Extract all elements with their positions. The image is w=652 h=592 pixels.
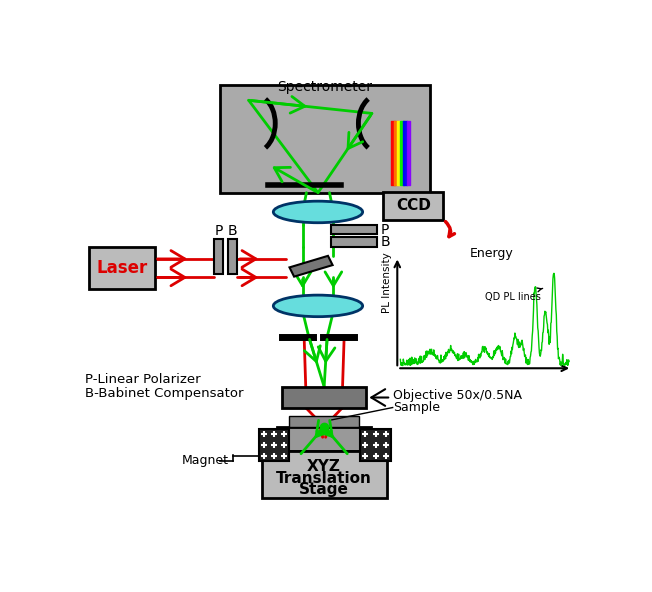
- Text: PL Intensity: PL Intensity: [382, 253, 393, 313]
- Ellipse shape: [273, 295, 363, 317]
- Text: P-Linear Polarizer: P-Linear Polarizer: [85, 373, 201, 386]
- Bar: [331, 237, 378, 247]
- Text: Translation: Translation: [276, 471, 372, 486]
- Text: B: B: [381, 235, 391, 249]
- Text: Magnet: Magnet: [182, 453, 229, 466]
- Bar: [214, 239, 223, 274]
- Text: Spectrometer: Spectrometer: [277, 80, 372, 94]
- Text: B: B: [228, 224, 237, 238]
- Bar: [277, 427, 371, 452]
- Text: CCD: CCD: [396, 198, 431, 213]
- Text: Laser: Laser: [96, 259, 147, 277]
- Bar: [331, 225, 378, 234]
- Bar: [220, 85, 430, 193]
- Text: Objective 50x/0.5NA: Objective 50x/0.5NA: [393, 390, 522, 403]
- Polygon shape: [289, 256, 333, 276]
- Text: Sample: Sample: [393, 401, 441, 414]
- Text: P: P: [381, 223, 389, 237]
- Bar: [228, 239, 237, 274]
- Bar: [289, 416, 359, 427]
- Text: P: P: [215, 224, 223, 238]
- Text: B-Babinet Compensator: B-Babinet Compensator: [85, 387, 244, 400]
- Text: Energy: Energy: [469, 247, 514, 260]
- Bar: [361, 429, 391, 461]
- Text: QD PL lines: QD PL lines: [484, 288, 542, 302]
- Bar: [383, 192, 443, 220]
- Bar: [261, 452, 387, 498]
- Bar: [383, 250, 572, 372]
- Text: XYZ: XYZ: [307, 459, 341, 474]
- Bar: [282, 387, 366, 408]
- Ellipse shape: [273, 201, 363, 223]
- Bar: [259, 429, 289, 461]
- Text: Stage: Stage: [299, 482, 349, 497]
- Bar: [89, 247, 155, 289]
